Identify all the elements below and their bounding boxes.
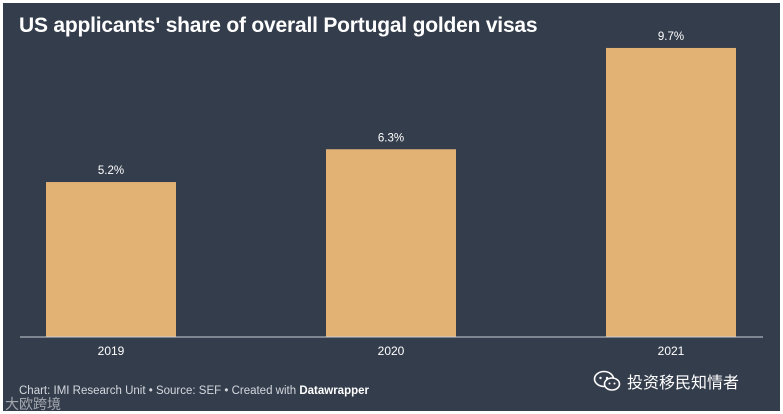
watermark: 投资移民知情者 [593, 369, 739, 393]
value-label-2019: 5.2% [98, 165, 124, 177]
x-tick-label-2020: 2020 [378, 344, 405, 358]
footer-tool-link[interactable]: Datawrapper [299, 385, 369, 397]
value-label-2020: 6.3% [378, 132, 404, 144]
bar-chart: 5.2% 2019 6.3% 2020 9.7% 2021 [20, 31, 763, 358]
watermark-text: 投资移民知情者 [627, 375, 740, 392]
chart-title: US applicants' share of overall Portugal… [19, 14, 538, 37]
chart-footer: Chart: IMI Research Unit • Source: SEF •… [19, 385, 369, 397]
chart-frame: US applicants' share of overall Portugal… [3, 3, 780, 412]
value-label-2021: 9.7% [658, 31, 684, 43]
bars-group: 5.2% 2019 6.3% 2020 9.7% 2021 [46, 31, 736, 358]
bar-2020 [326, 149, 456, 337]
bar-2021 [606, 47, 736, 337]
watermark-secondary: 大欧跨境 [5, 396, 61, 412]
x-tick-label-2019: 2019 [98, 344, 125, 358]
footer-credits: Chart: IMI Research Unit • Source: SEF •… [19, 385, 300, 397]
x-tick-label-2021: 2021 [658, 344, 685, 358]
bar-2019 [46, 182, 176, 337]
wechat-icon [593, 370, 621, 391]
